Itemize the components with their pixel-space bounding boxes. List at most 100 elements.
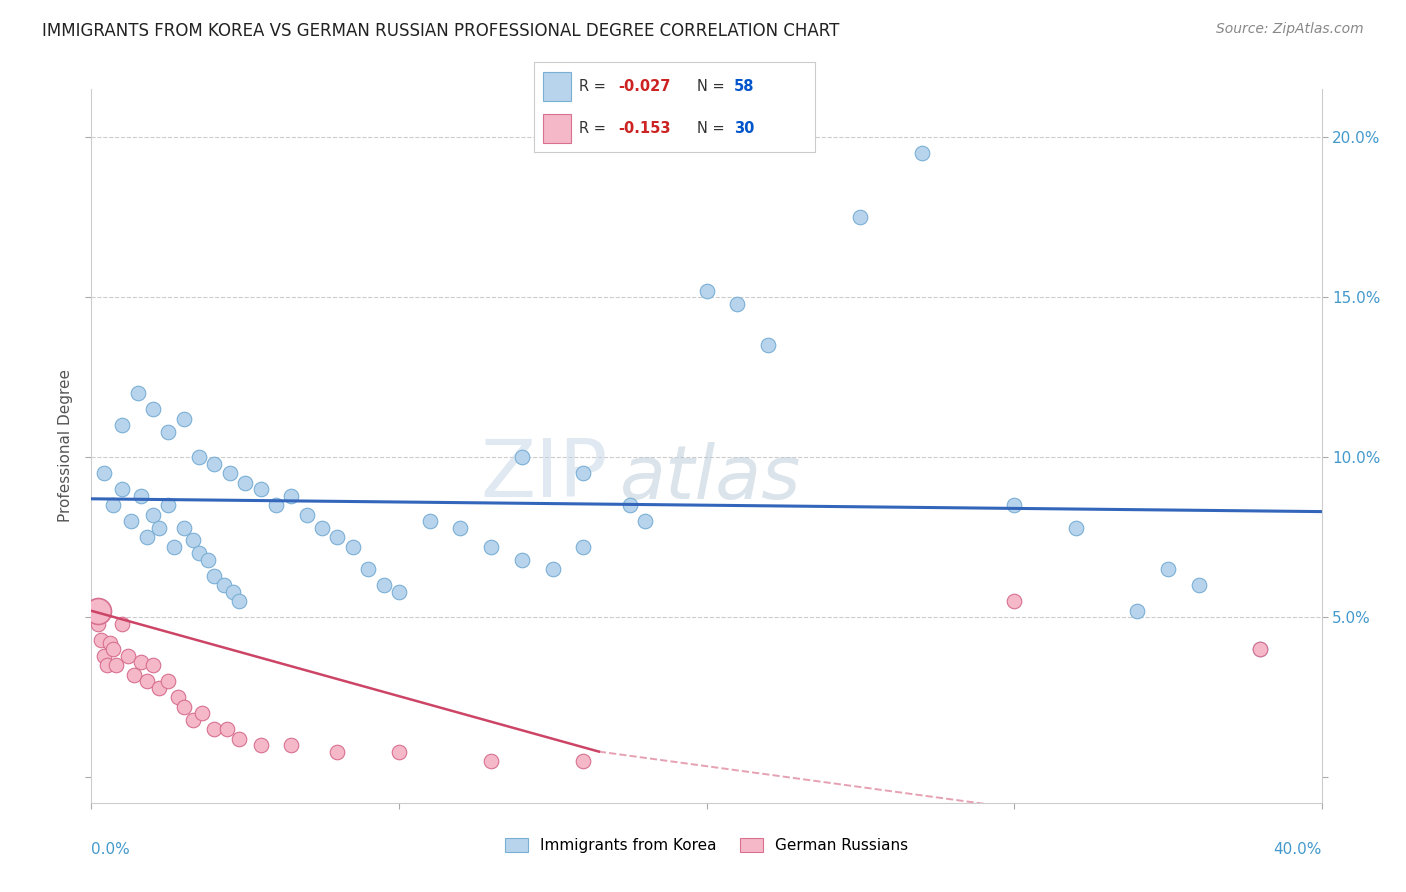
Point [510, 450, 533, 465]
Point [197, 552, 219, 566]
Point [163, 540, 186, 554]
Point [142, 402, 165, 417]
Text: R =: R = [579, 121, 606, 136]
Point [479, 754, 502, 768]
Point [696, 284, 718, 298]
Point [510, 552, 533, 566]
Text: atlas: atlas [620, 442, 801, 514]
Point [157, 674, 180, 689]
Point [215, 722, 238, 736]
Point [479, 540, 502, 554]
Point [117, 648, 139, 663]
Point [120, 514, 142, 528]
Point [212, 578, 235, 592]
Point [911, 146, 934, 161]
Point [1064, 520, 1087, 534]
Text: 40.0%: 40.0% [1274, 842, 1322, 857]
Point [572, 540, 595, 554]
Point [264, 498, 287, 512]
Point [228, 731, 250, 746]
Y-axis label: Professional Degree: Professional Degree [58, 369, 73, 523]
Point [93, 466, 115, 480]
Point [124, 668, 146, 682]
Point [111, 616, 134, 631]
Point [311, 520, 333, 534]
Text: 58: 58 [734, 79, 755, 94]
Point [191, 706, 214, 721]
Point [634, 514, 657, 528]
Text: N =: N = [697, 121, 725, 136]
Point [756, 338, 779, 352]
FancyBboxPatch shape [543, 72, 571, 101]
Point [135, 530, 157, 544]
Point [449, 520, 471, 534]
Point [849, 210, 872, 224]
Point [249, 738, 271, 752]
Point [233, 475, 256, 490]
FancyBboxPatch shape [543, 114, 571, 143]
Point [101, 498, 124, 512]
Point [357, 562, 380, 576]
Point [181, 533, 204, 548]
Point [111, 482, 134, 496]
Point [111, 418, 134, 433]
Text: N =: N = [697, 79, 725, 94]
Point [142, 508, 165, 522]
Point [619, 498, 641, 512]
Text: -0.027: -0.027 [619, 79, 671, 94]
Point [166, 690, 188, 705]
Point [1249, 642, 1271, 657]
Point [1002, 594, 1025, 608]
Point [326, 745, 349, 759]
Point [1249, 642, 1271, 657]
Point [98, 636, 121, 650]
Point [86, 604, 108, 618]
Point [725, 296, 748, 310]
Point [572, 466, 595, 480]
Point [101, 642, 124, 657]
Point [142, 658, 165, 673]
Point [148, 520, 170, 534]
Point [1157, 562, 1180, 576]
Point [1126, 604, 1149, 618]
Point [157, 498, 180, 512]
Point [280, 489, 302, 503]
Point [129, 655, 152, 669]
Point [188, 450, 211, 465]
Point [96, 658, 118, 673]
Point [105, 658, 127, 673]
Point [148, 681, 170, 695]
Point [202, 457, 225, 471]
Point [218, 466, 240, 480]
Text: ZIP: ZIP [481, 435, 607, 514]
Point [157, 425, 180, 439]
Legend: Immigrants from Korea, German Russians: Immigrants from Korea, German Russians [499, 831, 914, 859]
Point [93, 648, 115, 663]
Point [173, 412, 195, 426]
Point [86, 616, 108, 631]
Point [419, 514, 441, 528]
Text: R =: R = [579, 79, 606, 94]
Point [1002, 498, 1025, 512]
Point [280, 738, 302, 752]
Point [135, 674, 157, 689]
Point [541, 562, 564, 576]
Point [188, 546, 211, 560]
Point [173, 520, 195, 534]
Point [249, 482, 271, 496]
Text: 30: 30 [734, 121, 754, 136]
Point [202, 722, 225, 736]
Point [572, 754, 595, 768]
Text: IMMIGRANTS FROM KOREA VS GERMAN RUSSIAN PROFESSIONAL DEGREE CORRELATION CHART: IMMIGRANTS FROM KOREA VS GERMAN RUSSIAN … [42, 22, 839, 40]
Point [129, 489, 152, 503]
Point [202, 568, 225, 582]
Point [90, 632, 112, 647]
Point [326, 530, 349, 544]
Point [373, 578, 395, 592]
Point [342, 540, 364, 554]
Point [173, 699, 195, 714]
Point [388, 584, 411, 599]
Text: Source: ZipAtlas.com: Source: ZipAtlas.com [1216, 22, 1364, 37]
Text: -0.153: -0.153 [619, 121, 671, 136]
Point [222, 584, 245, 599]
